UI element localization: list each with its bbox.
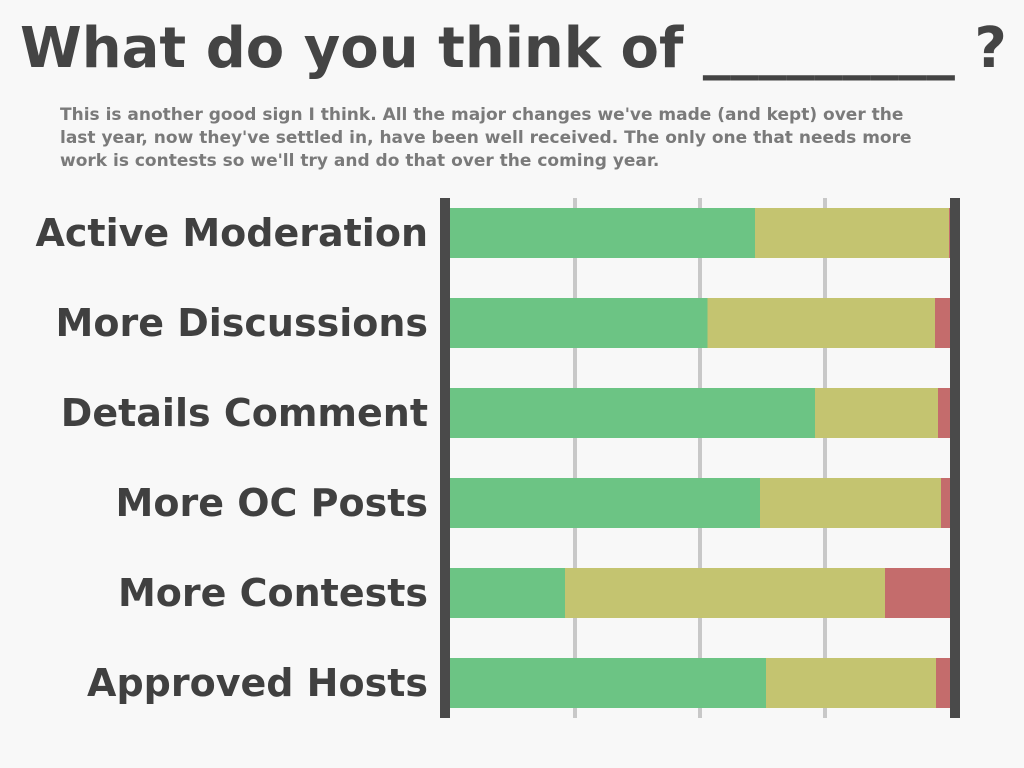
category-label: More Discussions	[56, 301, 428, 345]
category-label: Approved Hosts	[87, 661, 428, 705]
category-label: More OC Posts	[116, 481, 428, 525]
bar-neutral	[760, 478, 941, 528]
bar-negative	[949, 208, 950, 258]
bar-positive	[450, 658, 766, 708]
bar-positive	[450, 568, 565, 618]
bar-neutral	[766, 658, 936, 708]
bar-neutral	[707, 298, 935, 348]
category-label: Details Comment	[61, 391, 428, 435]
chart-title: What do you think of _________ ?	[20, 16, 1007, 81]
category-label: Active Moderation	[35, 211, 428, 255]
bar-negative	[938, 388, 950, 438]
bar-positive	[450, 208, 755, 258]
axis-right	[950, 198, 960, 718]
bar-neutral	[565, 568, 885, 618]
axis-left	[440, 198, 450, 718]
bar-negative	[941, 478, 950, 528]
bar-positive	[450, 478, 760, 528]
bar-negative	[935, 298, 950, 348]
bar-positive	[450, 298, 708, 348]
bar-negative	[936, 658, 950, 708]
chart-subtitle: This is another good sign I think. All t…	[60, 105, 912, 171]
bar-neutral	[815, 388, 938, 438]
bar-neutral	[755, 208, 949, 258]
bar-negative	[885, 568, 950, 618]
category-label: More Contests	[118, 571, 428, 615]
bar-positive	[450, 388, 815, 438]
